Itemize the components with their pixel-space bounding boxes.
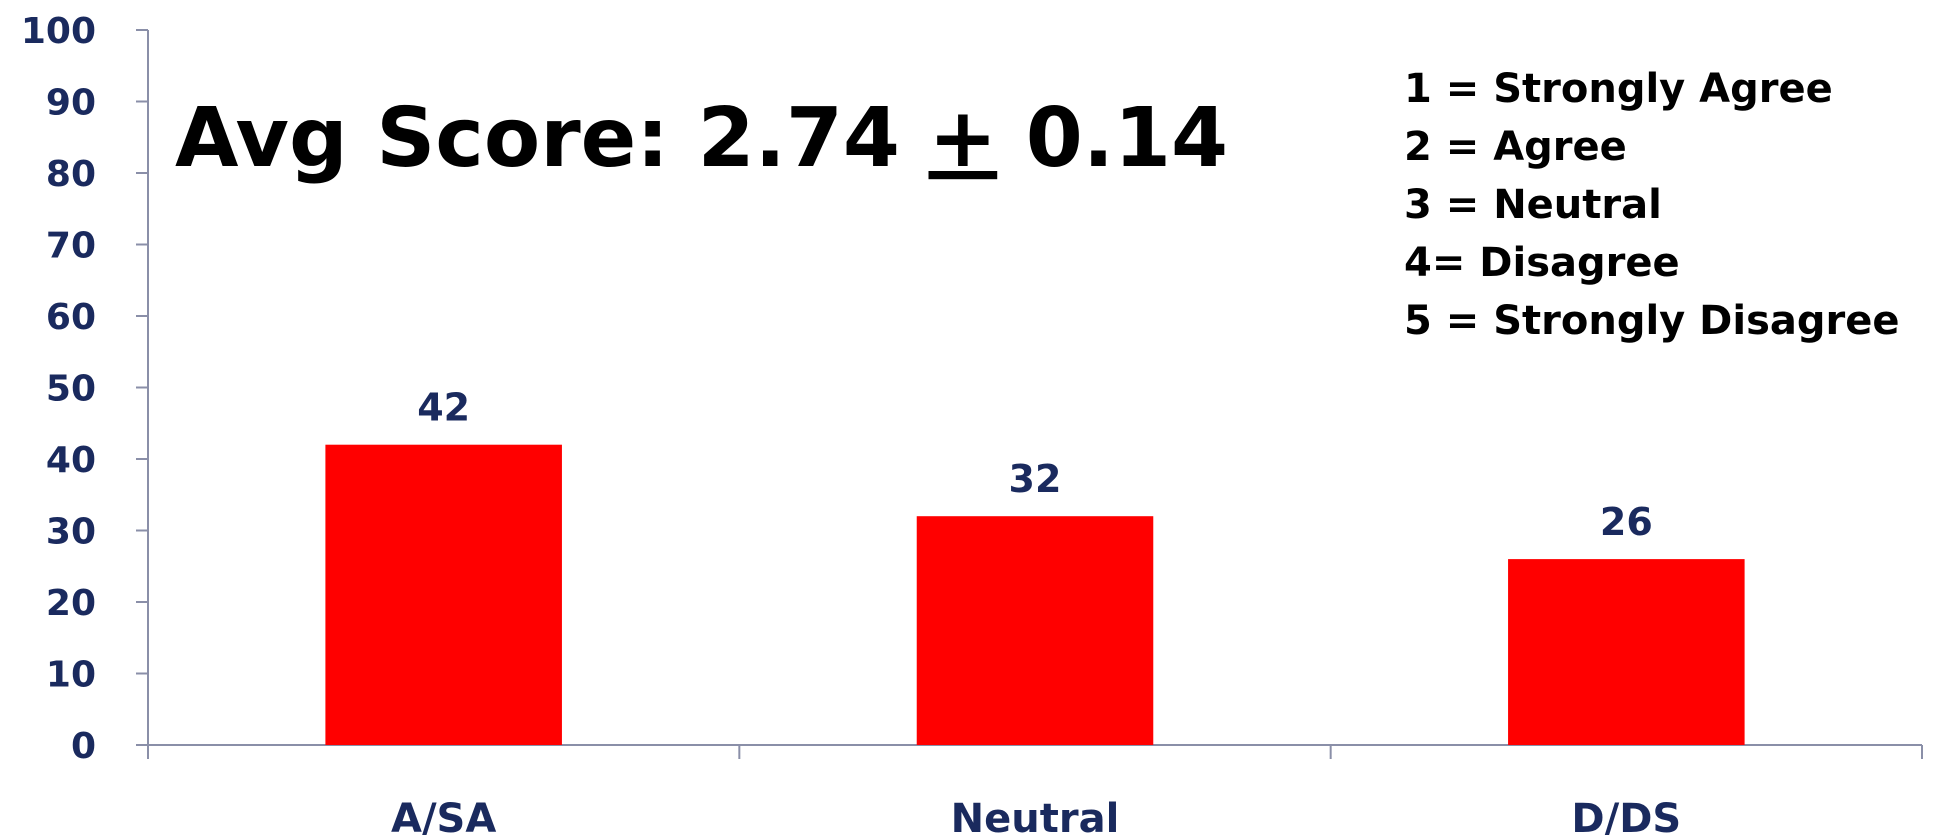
y-tick-label: 30	[46, 512, 96, 553]
avg-score-annotation: Avg Score: 2.74 + 0.14	[175, 91, 1228, 186]
y-tick-label: 10	[46, 655, 96, 696]
key-line-4: 4= Disagree	[1404, 240, 1680, 286]
y-tick-label: 20	[46, 583, 96, 624]
bar-a-sa	[325, 444, 562, 745]
y-tick-label: 60	[46, 297, 96, 338]
category-label: A/SA	[391, 796, 496, 835]
category-label: D/DS	[1571, 796, 1681, 835]
score-key: 1 = Strongly Agree 2 = Agree 3 = Neutral…	[1404, 66, 1900, 344]
plus-minus-sign: +	[929, 91, 998, 186]
x-axis	[147, 744, 1923, 759]
avg-score-suffix: 0.14	[997, 91, 1228, 186]
category-labels: A/SA Neutral D/DS	[391, 796, 1681, 835]
category-label: Neutral	[951, 796, 1120, 835]
y-tick-label: 0	[71, 726, 96, 767]
y-tick-label: 100	[21, 11, 96, 52]
y-tick-label: 40	[46, 440, 96, 481]
y-tick-label: 50	[46, 369, 96, 410]
y-tick-label: 70	[46, 226, 96, 267]
data-label: 42	[417, 386, 470, 430]
y-axis: 0 10 20 30 40 50 60 70 80 90 100	[21, 11, 149, 767]
data-label: 32	[1009, 457, 1062, 501]
key-line-2: 2 = Agree	[1404, 124, 1627, 170]
y-tick-label: 90	[46, 83, 96, 124]
data-labels: 42 32 26	[417, 386, 1653, 544]
data-label: 26	[1600, 500, 1653, 544]
key-line-3: 3 = Neutral	[1404, 182, 1662, 228]
bar-neutral	[916, 516, 1154, 745]
key-line-1: 1 = Strongly Agree	[1404, 66, 1833, 112]
avg-score-prefix: Avg Score: 2.74	[175, 91, 929, 186]
bar-d-ds	[1508, 559, 1745, 745]
y-tick-label: 80	[46, 154, 96, 195]
bars	[325, 444, 1745, 745]
key-line-5: 5 = Strongly Disagree	[1404, 298, 1900, 344]
